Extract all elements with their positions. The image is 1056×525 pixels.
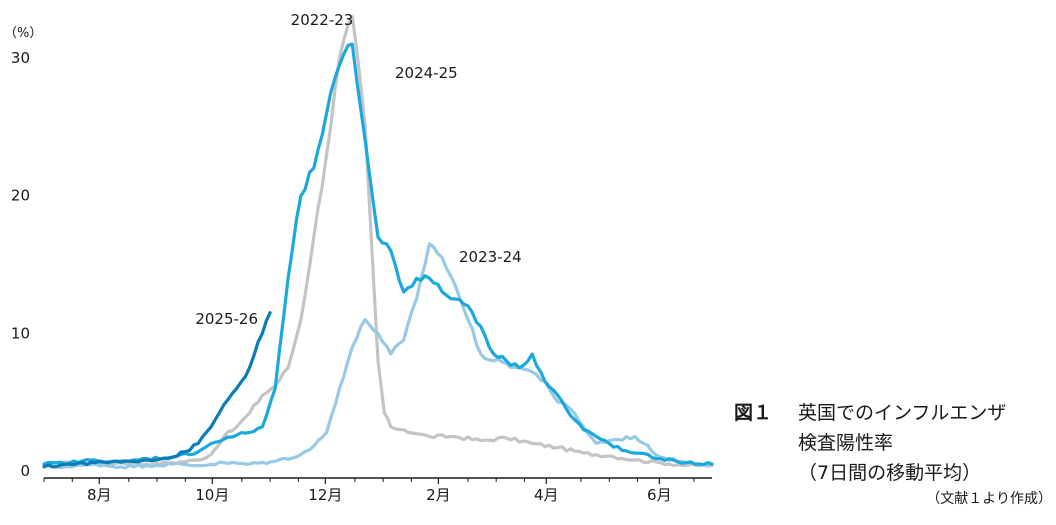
y-tick-label: 20 [11,187,30,205]
series-line-2025-26 [42,311,272,469]
x-tick-label: 6月 [647,486,672,504]
series-label-2025-26: 2025-26 [195,310,258,328]
series-lines [42,15,714,470]
series-line-2024-25 [42,42,714,467]
x-axis-ticks: 8月 10月 12月 2月 4月 6月 [43,478,695,504]
x-tick-label: 12月 [308,486,342,504]
caption-source: （文献１より作成） [926,491,1052,507]
series-line-2022-23 [42,15,714,468]
caption-line-1: 図１ 英国でのインフルエンザ [734,398,1052,428]
figure-caption: 図１ 英国でのインフルエンザ 検査陽性率 （7日間の移動平均） （文献１より作成） [734,398,1052,510]
y-axis-ticks: 0 10 20 30 [11,49,30,480]
y-tick-label: 10 [11,324,30,342]
x-tick-label: 2月 [426,486,451,504]
y-axis-unit: （%） [4,26,42,41]
caption-title-line2: 検査陽性率 [798,432,894,454]
x-tick-label: 8月 [87,486,112,504]
series-labels: 2022-23 2023-24 2024-25 2025-26 [195,11,521,328]
y-tick-label: 0 [20,462,30,480]
series-label-2024-25: 2024-25 [395,64,458,82]
figure-number: 図１ [734,402,773,424]
series-label-2023-24: 2023-24 [459,248,522,266]
series-label-2022-23: 2022-23 [291,11,354,29]
x-tick-label: 10月 [195,486,229,504]
flu-positivity-chart: （%） 0 10 20 30 8月 10月 12月 2月 4月 6月 2022-23 2023-2… [4,11,714,504]
caption-title-line3: （7日間の移動平均） [798,462,982,484]
series-line-2023-24 [42,242,714,470]
caption-title-line1: 英国でのインフルエンザ [798,402,1007,424]
y-tick-label: 30 [11,49,30,67]
x-tick-label: 4月 [534,486,559,504]
